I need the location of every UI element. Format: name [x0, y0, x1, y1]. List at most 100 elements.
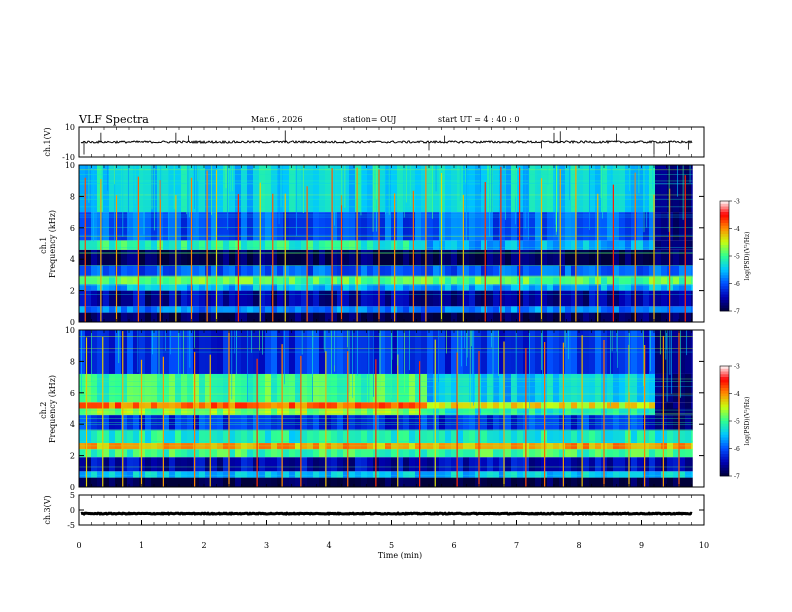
spectrogram-band-cell: [145, 457, 151, 472]
spectrogram-band-cell: [199, 430, 205, 444]
spectrogram-band-cell: [487, 290, 493, 307]
spectrogram-band-cell: [307, 408, 313, 415]
spectrogram-band-cell: [553, 312, 559, 322]
spectrogram-band-cell: [613, 457, 619, 472]
spectrogram-band-cell: [679, 212, 685, 241]
spectrogram-band-cell: [589, 408, 595, 415]
spectrogram-band-cell: [79, 471, 85, 478]
spectrogram-band-cell: [241, 290, 247, 307]
spectrogram-band-cell: [403, 457, 409, 472]
spectrogram-band-cell: [571, 414, 577, 431]
spectrogram-band-cell: [181, 284, 187, 291]
x-tick-label: 0: [76, 541, 81, 550]
spectrogram-band-cell: [277, 306, 283, 313]
spectrogram-band-cell: [385, 402, 391, 409]
spectrogram-band-cell: [511, 165, 517, 213]
colorbar-label: log(PSD)(V²/Hz): [744, 232, 751, 281]
spectrogram-band-cell: [673, 212, 679, 241]
spectrogram-band-cell: [193, 306, 199, 313]
spectrogram-band-cell: [637, 265, 643, 277]
spectrogram-band-cell: [295, 408, 301, 415]
spectrogram-band-cell: [235, 373, 241, 403]
spectrogram-band-cell: [169, 249, 175, 266]
colorbar-swatch: [720, 212, 729, 216]
spectrogram-band-cell: [685, 265, 691, 277]
spectrogram-band-cell: [205, 408, 211, 415]
spectrogram-band-cell: [493, 212, 499, 241]
spectrogram-band-cell: [289, 249, 295, 266]
spectrogram-band-cell: [655, 265, 661, 277]
spectrogram-band-cell: [295, 212, 301, 241]
spectrogram-band-cell: [145, 443, 151, 450]
spectrogram-band-cell: [229, 312, 235, 322]
spectrogram-band-cell: [403, 471, 409, 478]
spectrogram-band-cell: [571, 477, 577, 487]
colorbar-swatch: [720, 286, 729, 290]
spectrogram-band-cell: [259, 249, 265, 266]
spectrogram-band-cell: [169, 212, 175, 241]
spectrogram-band-cell: [139, 284, 145, 291]
spectrogram-band-cell: [469, 212, 475, 241]
spectrogram-band-cell: [499, 249, 505, 266]
spectrogram-band-cell: [439, 471, 445, 478]
spectrogram-band-cell: [619, 306, 625, 313]
spectrogram-band-cell: [205, 430, 211, 444]
spectrogram-band-cell: [337, 373, 343, 403]
spectrogram-band-cell: [553, 443, 559, 450]
spectrogram-band-cell: [289, 402, 295, 409]
spectrogram-band-cell: [325, 373, 331, 403]
spectrogram-band-cell: [541, 408, 547, 415]
spectrogram-band-cell: [205, 165, 211, 213]
spectrogram-band-cell: [331, 457, 337, 472]
spectrogram-band-cell: [679, 165, 685, 213]
spectrogram-band-cell: [445, 284, 451, 291]
spectrogram-band-cell: [673, 373, 679, 403]
spectrogram-band-cell: [409, 457, 415, 472]
y-tick-label: 2: [70, 287, 75, 296]
spectrogram-band-cell: [277, 414, 283, 431]
spectrogram-band-cell: [523, 240, 529, 250]
colorbar-swatch: [720, 443, 729, 447]
spectrogram-band-cell: [655, 449, 661, 458]
spectrogram-band-cell: [217, 373, 223, 403]
spectrogram-band-cell: [133, 373, 139, 403]
spectrogram-band-cell: [547, 414, 553, 431]
spectrogram-band-cell: [103, 449, 109, 458]
spectrogram-band-cell: [301, 402, 307, 409]
spectrogram-band-cell: [625, 212, 631, 241]
spectrogram-band-cell: [169, 449, 175, 458]
spectrogram-band-cell: [427, 306, 433, 313]
spectrogram-band-cell: [679, 276, 685, 285]
spectrogram-band-cell: [295, 306, 301, 313]
spectrogram-band-cell: [631, 284, 637, 291]
spectrogram-band-cell: [325, 306, 331, 313]
spectrogram-band-cell: [565, 408, 571, 415]
spectrogram-band-cell: [643, 443, 649, 450]
spectrogram-band-cell: [325, 284, 331, 291]
spectrogram-band-cell: [427, 449, 433, 458]
spectrogram-band-cell: [535, 414, 541, 431]
spectrogram-band-cell: [673, 284, 679, 291]
spectrogram-band-cell: [421, 430, 427, 444]
ch2-spectrogram-cells: [79, 330, 704, 487]
spectrogram-band-cell: [211, 165, 217, 213]
spectrogram-band-cell: [487, 312, 493, 322]
spectrogram-band-cell: [133, 471, 139, 478]
spectrogram-band-cell: [661, 477, 667, 487]
spectrogram-band-cell: [355, 430, 361, 444]
spectrogram-band-cell: [97, 290, 103, 307]
spectrogram-band-cell: [589, 312, 595, 322]
spectrogram-band-cell: [367, 443, 373, 450]
spectrogram-band-cell: [385, 165, 391, 213]
spectrogram-band-cell: [259, 284, 265, 291]
spectrogram-band-cell: [139, 240, 145, 250]
colorbar-swatch: [720, 415, 729, 419]
spectrogram-band-cell: [649, 449, 655, 458]
spectrogram-band-cell: [379, 430, 385, 444]
colorbar-swatch: [720, 451, 729, 455]
spectrogram-band-cell: [367, 430, 373, 444]
colorbar-swatch: [720, 382, 729, 386]
spectrogram-band-cell: [547, 265, 553, 277]
spectrogram-band-cell: [295, 443, 301, 450]
spectrogram-band-cell: [127, 471, 133, 478]
